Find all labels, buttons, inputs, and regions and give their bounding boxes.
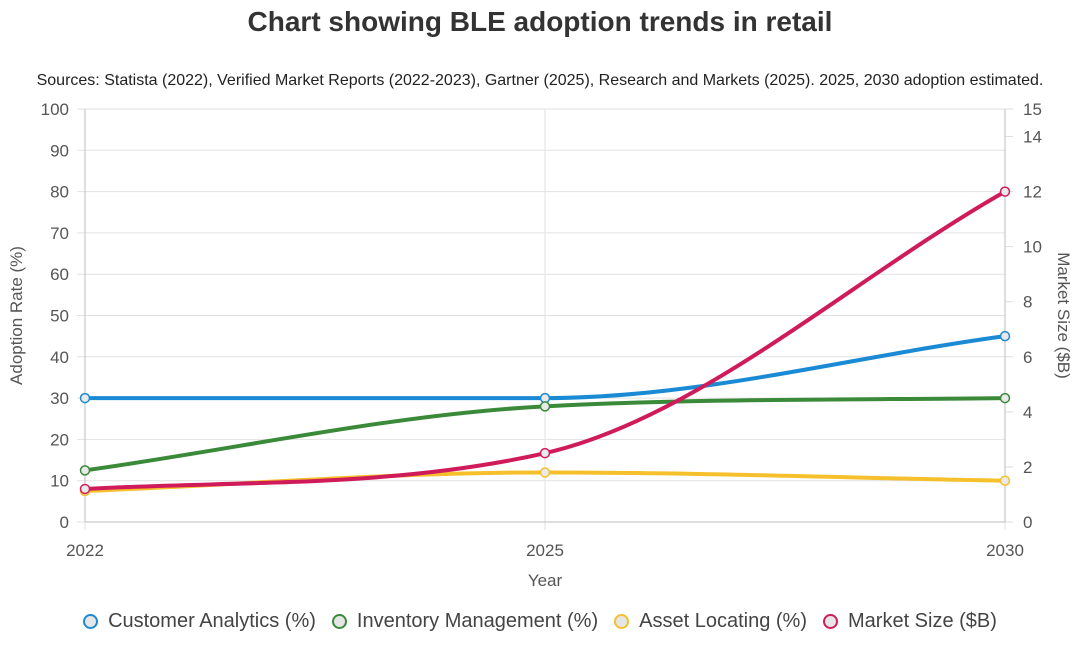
- y2-tick-label: 12: [1023, 183, 1042, 202]
- y-tick-label: 10: [50, 472, 69, 491]
- legend-swatch: [83, 614, 99, 629]
- legend-swatch: [614, 614, 630, 629]
- data-point-1: [79, 465, 91, 476]
- y2-tick-label: 6: [1023, 348, 1032, 367]
- y2-tick-label: 8: [1023, 293, 1032, 312]
- legend-label: Inventory Management (%): [356, 610, 599, 632]
- data-point-1: [999, 392, 1011, 404]
- y-tick-label: 70: [50, 224, 69, 243]
- y2-tick-label: 14: [1023, 128, 1042, 147]
- chart-title: Chart showing BLE adoption trends in ret…: [247, 6, 833, 37]
- legend-swatch: [823, 614, 838, 629]
- legend-swatch: [331, 614, 347, 629]
- data-point-0: [79, 392, 91, 404]
- data-point-3: [999, 186, 1011, 197]
- data-point-0: [999, 330, 1011, 342]
- legend-item-0[interactable]: Customer Analytics (%): [83, 610, 316, 633]
- y-tick-label: 60: [50, 265, 69, 284]
- chart-subtitle: Sources: Statista (2022), Verified Marke…: [36, 72, 1044, 89]
- legend-label: Customer Analytics (%): [108, 610, 316, 632]
- legend-item-1[interactable]: Inventory Management (%): [331, 610, 599, 633]
- data-point-3: [79, 483, 91, 495]
- data-point-1: [539, 401, 551, 412]
- legend-item-3[interactable]: Market Size ($B): [823, 610, 997, 633]
- y-axis-title: Adoption Rate (%): [7, 246, 26, 385]
- x-tick-label: 2025: [526, 541, 564, 560]
- y-tick-label: 80: [50, 183, 69, 202]
- chart-legend: Customer Analytics (%) Inventory Manageme…: [0, 610, 1080, 633]
- x-axis-title: Year: [528, 571, 563, 590]
- x-tick-label: 2022: [66, 541, 104, 560]
- y2-axis-title: Market Size ($B): [1054, 252, 1073, 379]
- data-point-2: [539, 467, 551, 478]
- x-tick-label: 2030: [986, 541, 1024, 560]
- data-point-2: [999, 475, 1011, 486]
- y-tick-label: 50: [50, 307, 69, 326]
- legend-item-2[interactable]: Asset Locating (%): [614, 610, 807, 633]
- data-point-3: [539, 447, 551, 459]
- y-tick-label: 30: [50, 389, 69, 408]
- legend-label: Asset Locating (%): [639, 610, 807, 632]
- y-tick-label: 20: [50, 430, 69, 449]
- y2-tick-label: 0: [1023, 513, 1032, 532]
- y2-tick-label: 2: [1023, 458, 1032, 477]
- y2-tick-label: 4: [1023, 403, 1032, 422]
- legend-label: Market Size ($B): [848, 610, 997, 632]
- y2-tick-label: 10: [1023, 238, 1042, 257]
- y-tick-label: 40: [50, 348, 69, 367]
- y2-tick-label: 15: [1023, 100, 1042, 119]
- y-tick-label: 100: [41, 100, 69, 119]
- y-tick-label: 90: [50, 141, 69, 160]
- y-tick-label: 0: [60, 513, 69, 532]
